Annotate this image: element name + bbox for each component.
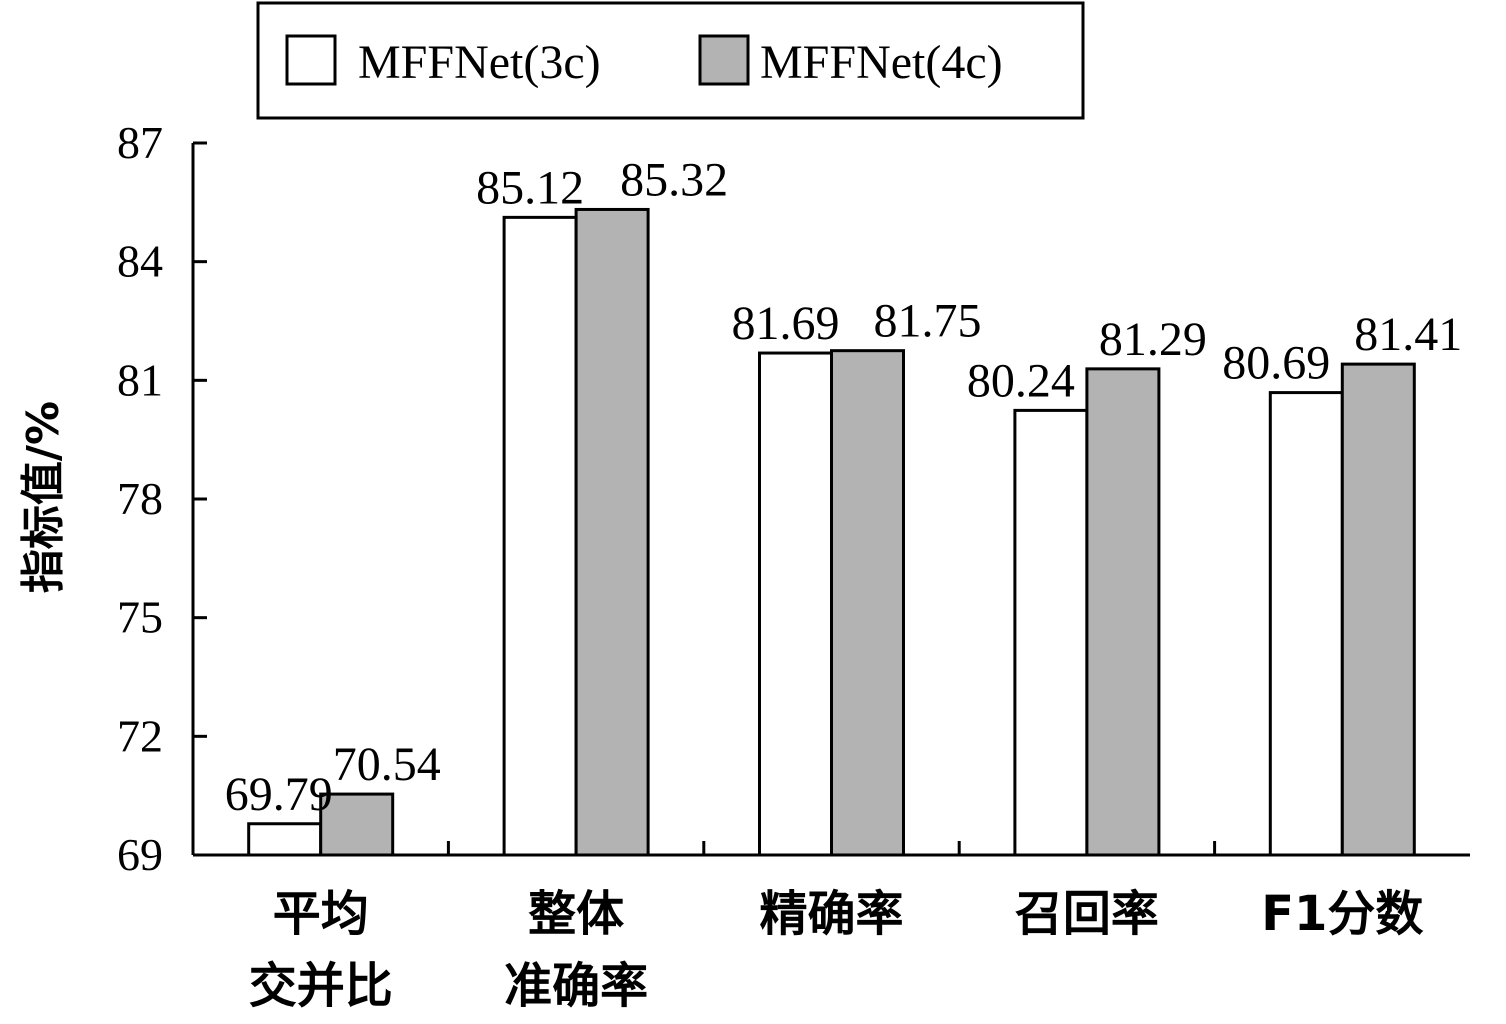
bar-3c <box>247 822 323 857</box>
x-category-label: F1分数 <box>1261 886 1423 942</box>
y-tick-label: 78 <box>117 473 163 524</box>
legend-swatch <box>698 34 750 86</box>
x-category-label: 平均 <box>273 886 369 942</box>
y-tick-label: 75 <box>117 592 163 643</box>
data-label: 80.24 <box>967 354 1075 407</box>
bar-4c <box>319 792 395 857</box>
bar-3c <box>502 215 578 857</box>
legend: MFFNet(3c) MFFNet(4c) <box>256 1 1085 120</box>
bar-4c <box>1340 362 1416 857</box>
data-label: 85.32 <box>620 153 728 206</box>
data-label: 81.29 <box>1099 313 1207 366</box>
data-label: 85.12 <box>476 161 584 214</box>
bar-4c <box>1085 367 1161 857</box>
bar-3c <box>1268 391 1344 857</box>
data-label: 81.75 <box>874 295 982 348</box>
data-label: 81.69 <box>732 297 840 350</box>
y-tick-label: 81 <box>117 354 163 405</box>
y-axis-title: 指标值/% <box>18 401 69 593</box>
legend-label: MFFNet(4c) <box>760 36 1003 89</box>
x-category-label: 交并比 <box>249 958 393 1014</box>
x-category-label: 准确率 <box>504 958 648 1014</box>
legend-label: MFFNet(3c) <box>358 36 601 89</box>
data-label: 80.69 <box>1222 337 1330 390</box>
legend-box <box>256 1 1085 120</box>
bar-3c <box>758 351 833 857</box>
bar-4c <box>830 349 905 857</box>
y-tick-label: 69 <box>117 829 163 880</box>
legend-swatch <box>285 34 337 86</box>
y-axis: 69 72 75 78 81 84 87 <box>117 117 207 880</box>
y-tick-label: 87 <box>117 117 163 168</box>
bar-4c <box>574 207 650 857</box>
data-label: 70.54 <box>333 738 441 791</box>
data-label: 81.41 <box>1354 308 1462 361</box>
data-label: 69.79 <box>225 768 333 821</box>
y-tick-label: 72 <box>117 710 163 761</box>
bar-3c <box>1013 408 1089 857</box>
y-tick-label: 84 <box>117 236 163 287</box>
x-category-label: 召回率 <box>1015 886 1159 942</box>
x-category-label: 整体 <box>528 886 624 942</box>
x-category-label: 精确率 <box>759 886 903 942</box>
bars <box>247 207 1416 857</box>
